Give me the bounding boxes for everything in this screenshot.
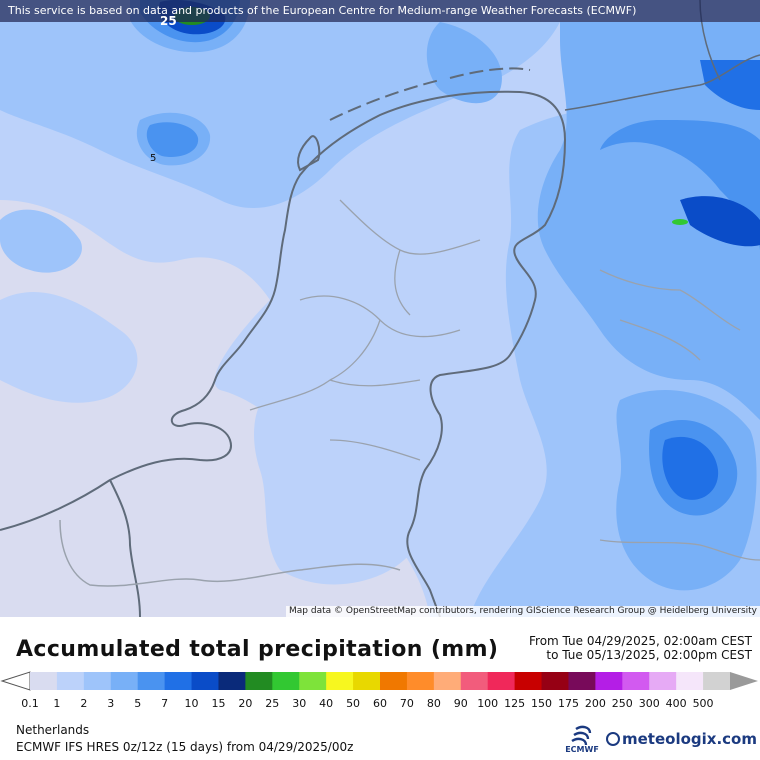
province-lines [249,199,481,461]
forecast-period: From Tue 04/29/2025, 02:00am CEST to Tue… [529,634,752,662]
colorbar-tick-label: 40 [319,697,334,710]
colorbar-swatch [164,672,193,690]
colorbar-arrow-right [730,672,758,690]
model-info: ECMWF IFS HRES 0z/12z (15 days) from 04/… [16,740,354,754]
precip-area-strong-5 [426,22,502,104]
precip-area-deep [600,120,760,250]
province-lines-2 [599,269,760,561]
contour-label: 25 [160,14,177,28]
coastline-2 [297,135,321,172]
colorbar-swatch [110,672,139,690]
colorbar-swatch [487,672,516,690]
ecmwf-logo-icon [571,725,592,746]
colorbar-tick-label: 15 [211,697,226,710]
colorbar-swatch [433,672,462,690]
colorbar-tick-label: 25 [265,697,280,710]
colorbar-tick-label: 2 [80,697,88,710]
contour-label: 5 [150,153,157,164]
colorbar-swatch [703,672,731,690]
colorbar-tick-label: 250 [611,697,633,710]
colorbar-swatch [299,672,327,690]
colorbar-tick-label: 20 [238,697,253,710]
colorbar-swatch [272,672,300,690]
ecmwf-notice: This service is based on data and produc… [0,0,760,22]
legend-title: Accumulated total precipitation (mm) [16,637,499,662]
colorbar-ticks: 0.1 1 2 3 5 7 10 15 20 25 30 40 50 60 70 80 90 100 125 150 1… [0,697,760,711]
colorbar-tick-label: 400 [665,697,687,710]
colorbar-tick-label: 100 [477,697,499,710]
colorbar-tick-label: 3 [107,697,115,710]
colorbar-swatch [568,672,596,690]
colorbar-tick-label: 150 [531,697,553,710]
meteologix-icon [606,732,620,746]
precip-area-medium-3 [0,209,82,273]
ecmwf-logo-text: ECMWF [565,745,599,754]
map-attribution: Map data © OpenStreetMap contributors, r… [286,606,760,617]
precip-area-light-2 [254,372,431,585]
precip-area-light-3 [0,291,138,403]
colorbar-tick-label: 0.1 [21,697,39,710]
colorbar-tick-label: 7 [161,697,169,710]
colorbar-swatch [245,672,273,690]
colorbar [0,671,758,691]
meteologix-logo-text: meteologix.com [622,730,757,748]
colorbar-tick-label: 125 [504,697,526,710]
colorbar-swatch [56,672,85,690]
colorbar-tick-label: 70 [399,697,414,710]
colorbar-tick-label: 10 [184,697,199,710]
precip-area-deep-5 [700,60,760,110]
colorbar-swatch [137,672,166,690]
colorbar-swatch [622,672,650,690]
colorbar-tick-label: 175 [557,697,579,710]
precip-area-deep-3 [146,122,199,158]
colorbar-tick-label: 30 [292,697,307,710]
precip-area-medium [0,22,560,209]
colorbar-swatch [460,672,489,690]
colorbar-swatch [218,672,246,690]
legend-panel: Accumulated total precipitation (mm) Fro… [0,617,760,760]
colorbar-tick-label: 60 [373,697,387,710]
precip-spot-green-2 [672,219,688,225]
colorbar-swatch [541,672,569,690]
meteologix-logo[interactable]: meteologix.com [606,730,757,748]
colorbar-swatch [353,672,381,690]
colorbar-swatch [30,672,58,690]
colorbar-tick-label: 5 [134,697,142,710]
precip-area-deep-7 [662,436,719,500]
colorbar-tick-label: 500 [692,697,714,710]
colorbar-swatch [649,672,677,690]
colorbar-swatch [83,672,112,690]
period-from: From Tue 04/29/2025, 02:00am CEST [529,634,752,648]
precipitation-map[interactable]: This service is based on data and produc… [0,0,760,617]
precip-area-deep-6 [680,196,760,247]
colorbar-swatch [514,672,543,690]
period-to: to Tue 05/13/2025, 02:00pm CEST [546,648,752,662]
colorbar-swatch [676,672,704,690]
colorbar-arrow-left [0,671,31,691]
border-de [564,54,760,111]
border-be [109,479,141,617]
region-name: Netherlands [16,723,90,737]
colorbar-swatch [380,672,408,690]
colorbar-tick-label: 300 [638,697,660,710]
colorbar-tick-label: 90 [453,697,468,710]
colorbar-swatch [191,672,219,690]
colorbar-tick-label: 80 [426,697,441,710]
colorbar-swatch [406,672,435,690]
border-south [59,519,401,587]
colorbar-swatch [595,672,623,690]
ecmwf-logo[interactable]: ECMWF [562,725,602,757]
colorbar-tick-label: 1 [53,697,61,710]
frisian-islands [329,67,531,121]
precipitation-field [0,0,760,617]
coastline [0,90,567,617]
colorbar-tick-label: 50 [346,697,361,710]
colorbar-tick-label: 200 [584,697,606,710]
colorbar-swatch [326,672,354,690]
